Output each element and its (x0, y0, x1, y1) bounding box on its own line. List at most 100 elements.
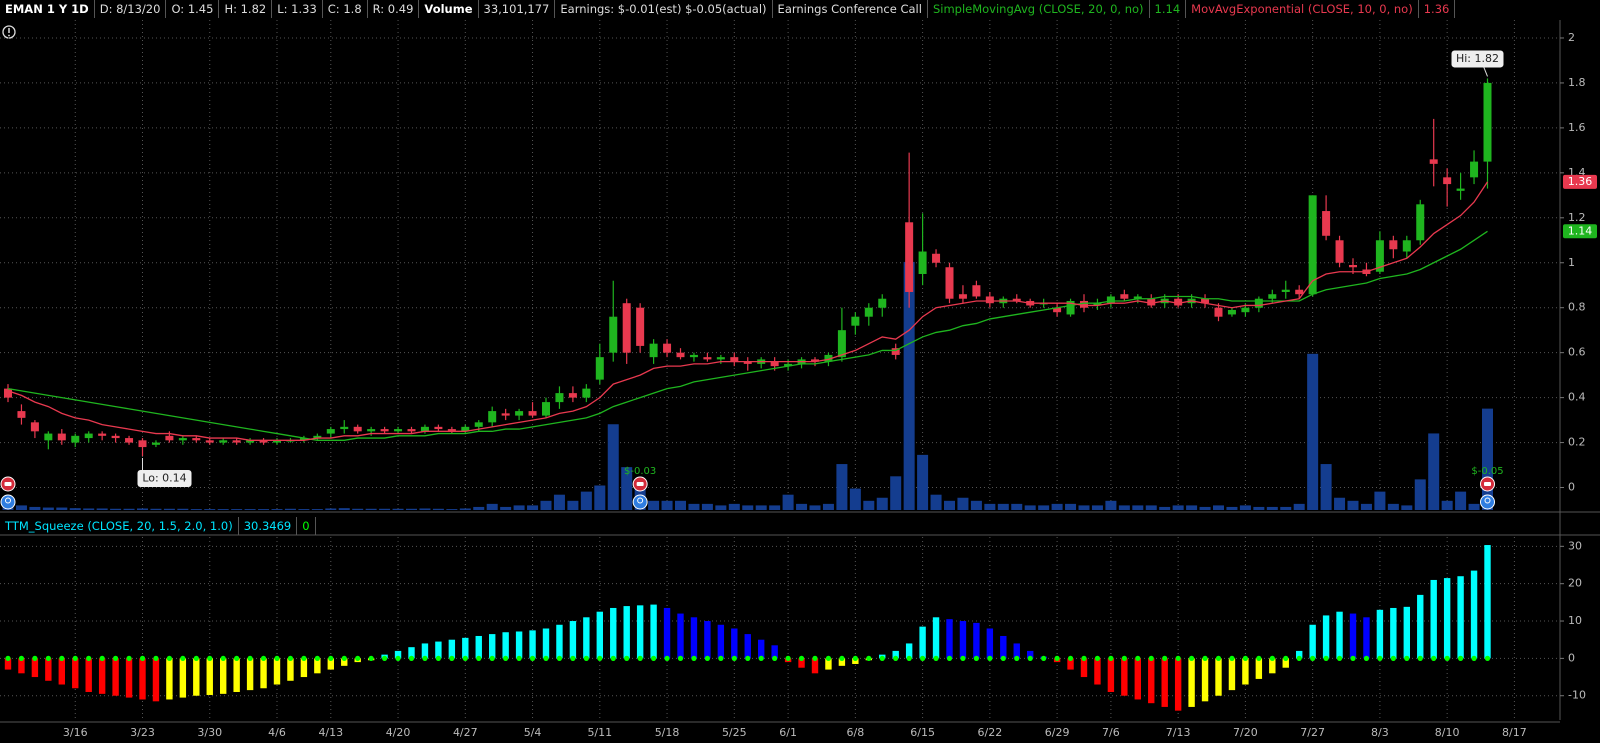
histogram-bar (1080, 658, 1088, 678)
sma-label[interactable]: SimpleMovingAvg (CLOSE, 20, 0, no) (928, 0, 1150, 18)
squeeze-dot (866, 655, 872, 661)
candle-body (273, 440, 281, 443)
candle-body (420, 426, 429, 432)
candle-body (474, 422, 483, 427)
volume-bar (42, 507, 54, 510)
squeeze-dot (1094, 655, 1101, 661)
candle-body (851, 316, 860, 326)
x-tick-label: 7/13 (1166, 726, 1191, 739)
histogram-bar (58, 658, 65, 685)
squeeze-dot (341, 655, 347, 661)
volume-bar (137, 508, 148, 510)
earnings-label: $-0.03 (624, 466, 656, 477)
volume-label[interactable]: Volume (419, 0, 479, 18)
candle-body (178, 438, 187, 441)
volume-bar (473, 506, 485, 510)
histogram-bar (704, 621, 711, 659)
squeeze-dot (287, 655, 294, 661)
volume-bar (96, 508, 108, 510)
squeeze-dot (731, 655, 737, 661)
ema-label[interactable]: MovAvgExponential (CLOSE, 10, 0, no) (1186, 0, 1419, 18)
candle-body (743, 361, 752, 364)
squeeze-dot (301, 655, 307, 661)
volume-bar (728, 503, 740, 510)
squeeze-dot (583, 655, 589, 661)
candle-body (219, 440, 228, 443)
volume-bar (1024, 505, 1036, 510)
candle-body (461, 426, 470, 432)
annotation-box (1451, 50, 1504, 68)
volume-bar (1280, 506, 1292, 510)
histogram-bar (1161, 658, 1168, 707)
volume-bar (338, 508, 350, 510)
ttm-alert: 0 (297, 517, 316, 535)
squeeze-dot (368, 655, 374, 661)
study-header: TTM_Squeeze (CLOSE, 20, 1.5, 2.0, 1.0) 3… (0, 517, 316, 535)
volume-bar (365, 508, 377, 510)
candle-body (313, 435, 322, 439)
event-icon (4, 482, 12, 486)
volume-bar (1468, 503, 1480, 510)
candle-body (394, 429, 403, 432)
candle-body (1201, 298, 1210, 304)
histogram-bar (1242, 658, 1249, 685)
squeeze-dot (382, 655, 388, 661)
volume-bar (1038, 505, 1050, 510)
volume-bar (675, 500, 686, 510)
histogram-bar (1417, 594, 1424, 659)
conference: Earnings Conference Call (773, 0, 928, 18)
squeeze-dot (1269, 655, 1275, 661)
volume-bar (69, 508, 81, 510)
ttm-label[interactable]: TTM_Squeeze (CLOSE, 20, 1.5, 2.0, 1.0) (0, 517, 239, 535)
squeeze-dot (1135, 655, 1141, 661)
candle-body (1456, 188, 1465, 191)
volume-bar (917, 454, 929, 510)
histogram-bar (919, 626, 926, 659)
histogram-bar (394, 650, 402, 659)
squeeze-dot (825, 655, 832, 661)
squeeze-dot (1296, 655, 1302, 661)
volume-bar (1105, 500, 1117, 510)
squeeze-dot (59, 655, 65, 661)
candle-body (811, 359, 819, 362)
volume-bar (944, 500, 955, 510)
volume-bar (1374, 491, 1386, 510)
volume-bar (83, 508, 95, 510)
squeeze-dot (1108, 655, 1114, 661)
squeeze-dot (139, 655, 146, 661)
squeeze-dot (852, 655, 858, 661)
candle-body (1295, 289, 1304, 295)
histogram-bar (1134, 658, 1141, 700)
volume-bar (594, 485, 606, 510)
candle-body (71, 435, 80, 443)
candle-body (4, 388, 12, 398)
y-tick-label: 20 (1568, 577, 1582, 590)
symbol[interactable]: EMAN 1 Y 1D (0, 0, 95, 18)
volume-bar (500, 506, 512, 510)
candle-body (716, 357, 725, 360)
squeeze-dot (1162, 655, 1168, 661)
event-icon (1484, 482, 1491, 486)
candle-body (663, 343, 672, 353)
volume-bar (271, 509, 283, 510)
volume-bar (1078, 505, 1090, 510)
candle-body (501, 413, 510, 416)
x-tick-label: 6/29 (1045, 726, 1070, 739)
squeeze-dot (691, 655, 697, 661)
squeeze-dot (1202, 655, 1208, 661)
volume-bar (769, 505, 781, 510)
candle-body (770, 361, 779, 367)
candle-body (367, 429, 376, 432)
volume-bar (1091, 505, 1103, 510)
histogram-bar (1148, 658, 1155, 704)
squeeze-dot (798, 655, 805, 661)
squeeze-dot (933, 655, 939, 661)
histogram-bar (959, 621, 967, 659)
event-icon (1480, 494, 1495, 510)
squeeze-dot (180, 655, 186, 661)
price-badge (1563, 224, 1597, 239)
histogram-bar (179, 658, 187, 698)
price-badge (1563, 174, 1597, 189)
histogram-bar (596, 611, 603, 659)
squeeze-dot (234, 655, 240, 661)
